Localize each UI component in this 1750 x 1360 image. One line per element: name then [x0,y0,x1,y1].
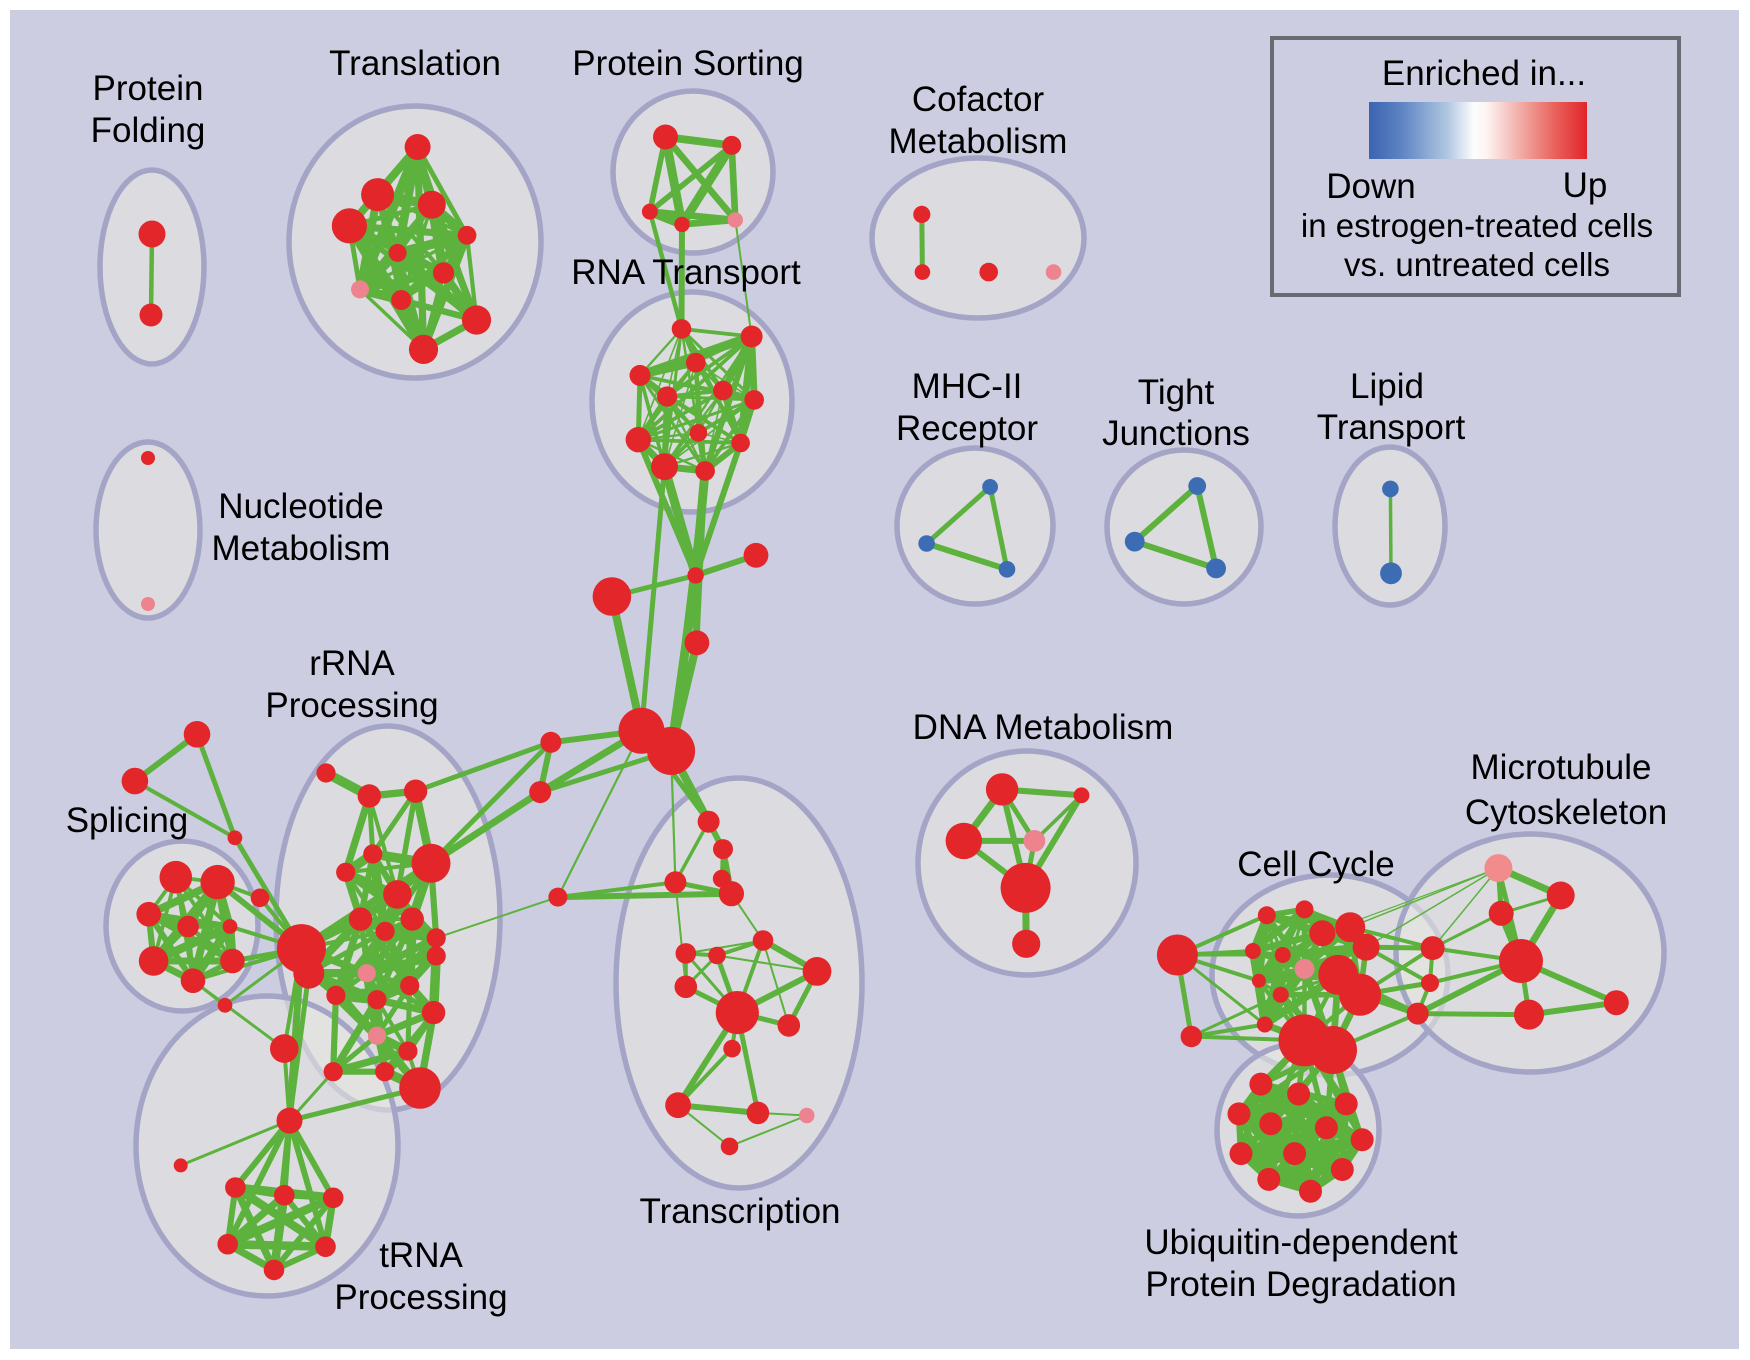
svg-text:RNA Transport: RNA Transport [571,253,801,292]
svg-text:Microtubule: Microtubule [1471,748,1652,787]
svg-text:Lipid: Lipid [1350,367,1424,406]
svg-text:Down: Down [1326,167,1415,206]
svg-text:Processing: Processing [334,1278,507,1317]
svg-text:Tight: Tight [1138,373,1215,412]
svg-text:Splicing: Splicing [66,801,189,840]
svg-text:Translation: Translation [329,44,501,83]
svg-text:Protein Degradation: Protein Degradation [1145,1265,1456,1304]
svg-text:Folding: Folding [91,111,206,150]
svg-text:Enriched in...: Enriched in... [1382,54,1586,93]
svg-text:Up: Up [1563,166,1608,205]
svg-text:Metabolism: Metabolism [889,122,1068,161]
svg-text:MHC-II: MHC-II [912,367,1023,406]
svg-text:Cytoskeleton: Cytoskeleton [1465,793,1667,832]
svg-text:DNA Metabolism: DNA Metabolism [913,708,1174,747]
svg-text:rRNA: rRNA [309,644,395,683]
svg-text:tRNA: tRNA [379,1236,463,1275]
svg-text:Nucleotide: Nucleotide [218,487,383,526]
svg-text:Junctions: Junctions [1102,414,1250,453]
svg-text:Processing: Processing [265,686,438,725]
svg-text:Protein Sorting: Protein Sorting [572,44,804,83]
svg-text:Protein: Protein [93,69,204,108]
svg-text:Transcription: Transcription [640,1192,841,1231]
svg-text:Ubiquitin-dependent: Ubiquitin-dependent [1144,1223,1458,1262]
svg-text:Receptor: Receptor [896,409,1038,448]
svg-text:vs. untreated cells: vs. untreated cells [1344,246,1610,283]
svg-text:in estrogen-treated cells: in estrogen-treated cells [1301,207,1653,244]
svg-text:Cell Cycle: Cell Cycle [1237,845,1395,884]
svg-text:Metabolism: Metabolism [212,529,391,568]
svg-text:Cofactor: Cofactor [912,80,1045,119]
svg-text:Transport: Transport [1317,408,1466,447]
